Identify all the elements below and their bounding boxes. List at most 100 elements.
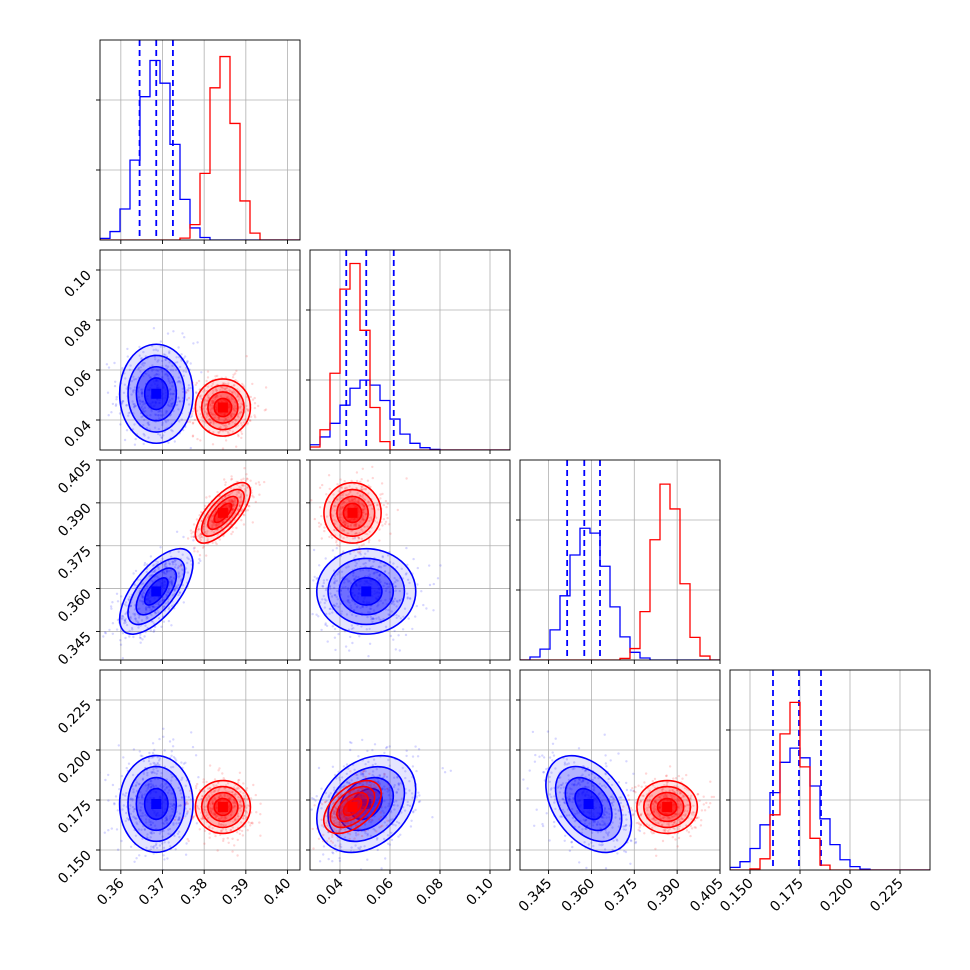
scatter-point [307, 822, 309, 824]
panel-3-2: 0.345 0.360 0.375 0.390 0.405 [516, 669, 727, 915]
scatter-point [364, 512, 368, 516]
scatter-point [341, 520, 345, 524]
scatter-point [207, 816, 210, 820]
scatter-point [160, 772, 163, 775]
scatter-point [129, 845, 133, 848]
scatter-point [150, 832, 153, 835]
density-core [151, 799, 162, 809]
scatter-point [344, 520, 347, 523]
scatter-point [597, 776, 600, 780]
scatter-point [360, 834, 364, 838]
scatter-point [360, 537, 364, 540]
scatter-point [206, 538, 209, 541]
scatter-point [147, 782, 151, 786]
scatter-point [125, 604, 128, 607]
scatter-point [363, 823, 367, 826]
scatter-point [131, 805, 135, 809]
scatter-point [207, 418, 210, 421]
x-tick-label: 0.10 [463, 876, 496, 909]
scatter-point [125, 453, 127, 455]
scatter-point [395, 613, 398, 617]
scatter-point [364, 770, 367, 773]
scatter-point [385, 746, 388, 750]
scatter-point [168, 827, 172, 831]
scatter-point [362, 819, 365, 822]
scatter-point [239, 500, 243, 504]
scatter-point [420, 590, 423, 593]
scatter-point [156, 756, 159, 759]
scatter-point [234, 801, 237, 804]
scatter-point [386, 554, 390, 557]
scatter-point [139, 357, 143, 360]
scatter-point [245, 494, 249, 497]
scatter-point [166, 419, 170, 422]
scatter-point [212, 783, 215, 786]
scatter-point [323, 606, 327, 609]
scatter-point [206, 393, 209, 397]
scatter-point [372, 758, 376, 761]
scatter-point [349, 604, 352, 607]
scatter-point [232, 786, 236, 789]
scatter-point [133, 406, 136, 409]
scatter-point [149, 779, 152, 783]
scatter-point [220, 815, 223, 819]
scatter-point [361, 568, 365, 572]
scatter-point [116, 600, 120, 603]
scatter-point [259, 834, 262, 837]
scatter-point [328, 810, 331, 814]
scatter-point [147, 374, 150, 377]
scatter-point [332, 812, 335, 815]
scatter-point [345, 816, 348, 820]
scatter-point [331, 841, 334, 844]
scatter-point [200, 416, 204, 419]
scatter-point [580, 780, 583, 784]
scatter-point [396, 804, 399, 807]
scatter-point [140, 795, 144, 799]
y-tick-label: 0.06 [61, 367, 94, 400]
scatter-point [209, 421, 213, 424]
scatter-point [231, 412, 234, 416]
scatter-point [129, 387, 132, 390]
scatter-point [353, 523, 356, 526]
scatter-point [215, 394, 218, 397]
scatter-point [205, 780, 208, 784]
scatter-point [189, 446, 192, 450]
scatter-point [192, 530, 195, 534]
scatter-point [361, 787, 364, 791]
scatter-point [223, 382, 226, 385]
scatter-point [165, 569, 168, 572]
scatter-point [187, 389, 190, 392]
scatter-point [155, 373, 158, 376]
scatter-point [356, 777, 359, 780]
scatter-point [339, 505, 343, 509]
scatter-point [369, 607, 373, 610]
scatter-point [156, 369, 160, 373]
scatter-point [156, 560, 159, 564]
scatter-point [124, 377, 127, 380]
scatter-point [552, 820, 556, 824]
scatter-point [364, 832, 367, 835]
scatter-point [167, 379, 170, 383]
scatter-point [238, 407, 242, 410]
scatter-point [374, 787, 378, 790]
scatter-point [349, 770, 352, 773]
scatter-point [167, 569, 171, 573]
scatter-point [110, 607, 113, 610]
scatter-point [368, 573, 371, 576]
scatter-point [210, 524, 213, 527]
scatter-point [181, 584, 185, 587]
scatter-point [310, 499, 313, 502]
scatter-point [541, 824, 545, 828]
scatter-point [400, 797, 404, 800]
scatter-point [224, 481, 227, 484]
scatter-point [397, 615, 400, 618]
scatter-point [342, 765, 346, 768]
scatter-point [246, 477, 249, 481]
scatter-point [432, 582, 435, 586]
scatter-point [320, 515, 323, 518]
scatter-point [344, 486, 347, 489]
scatter-point [388, 764, 391, 767]
scatter-point [358, 782, 361, 785]
scatter-point [362, 801, 366, 805]
scatter-point [202, 390, 205, 393]
